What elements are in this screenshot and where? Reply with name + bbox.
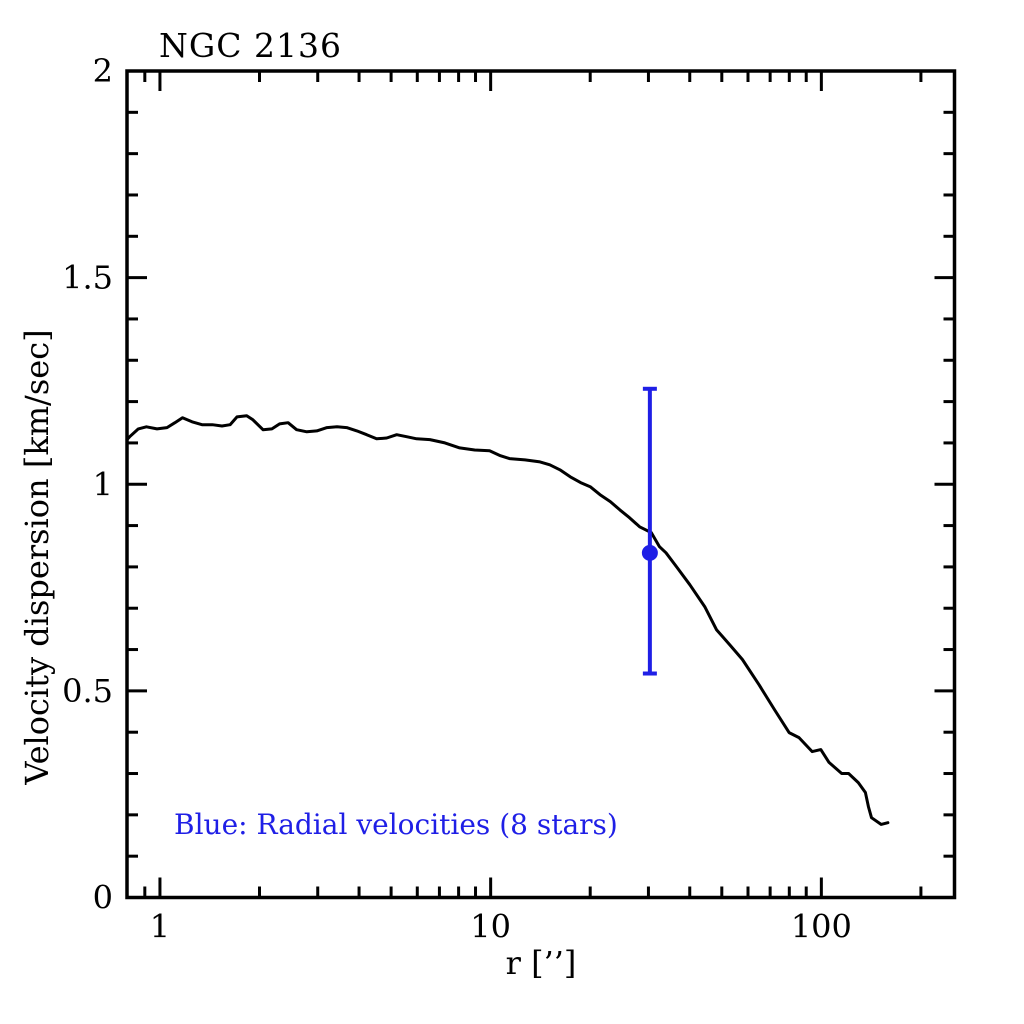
y-tick-label: 0 <box>93 879 113 917</box>
x-tick-label: 10 <box>470 908 511 946</box>
dispersion-curve <box>125 414 890 826</box>
y-tick-label: 1.5 <box>62 259 113 297</box>
x-tick-label: 1 <box>150 908 170 946</box>
chart-title: NGC 2136 <box>159 26 342 65</box>
legend-annotation: Blue: Radial velocities (8 stars) <box>174 808 618 841</box>
plot-border <box>125 69 957 900</box>
y-tick-label: 2 <box>93 52 113 90</box>
rv-data-point <box>641 544 658 561</box>
y-tick-label: 1 <box>93 465 113 503</box>
x-tick-label: 100 <box>791 908 852 946</box>
y-axis-label: Velocity dispersion [km/sec] <box>18 329 56 785</box>
y-tick-label: 0.5 <box>62 672 113 710</box>
x-axis-label: r [’’] <box>505 944 577 982</box>
